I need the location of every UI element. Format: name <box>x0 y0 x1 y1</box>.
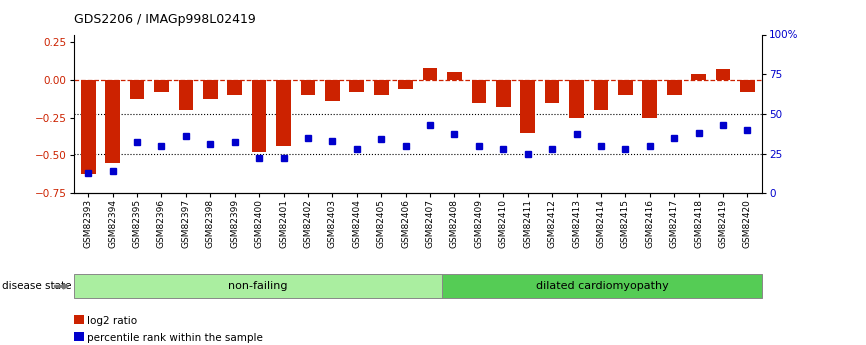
Bar <box>154 80 169 92</box>
Text: percentile rank within the sample: percentile rank within the sample <box>87 333 263 343</box>
Bar <box>618 80 633 95</box>
Bar <box>81 80 95 174</box>
Text: dilated cardiomyopathy: dilated cardiomyopathy <box>536 282 669 291</box>
Bar <box>667 80 682 95</box>
Text: non-failing: non-failing <box>229 282 288 291</box>
Bar <box>520 80 535 133</box>
Bar <box>398 80 413 89</box>
Bar <box>593 80 608 110</box>
Bar <box>106 80 120 163</box>
Bar <box>203 80 217 99</box>
Bar <box>325 80 339 101</box>
Bar <box>374 80 389 95</box>
Bar <box>276 80 291 146</box>
Bar <box>643 80 657 118</box>
Text: log2 ratio: log2 ratio <box>87 316 138 326</box>
Bar <box>496 80 511 107</box>
Bar <box>178 80 193 110</box>
Text: disease state: disease state <box>2 282 71 291</box>
Bar <box>545 80 559 102</box>
Bar <box>423 68 437 80</box>
Bar <box>447 72 462 80</box>
Bar <box>130 80 145 99</box>
Bar <box>472 80 486 102</box>
Bar <box>301 80 315 95</box>
Bar <box>228 80 242 95</box>
Bar <box>569 80 584 118</box>
Bar <box>691 74 706 80</box>
Bar <box>252 80 267 152</box>
Text: GDS2206 / IMAGp998L02419: GDS2206 / IMAGp998L02419 <box>74 13 255 26</box>
Bar <box>350 80 364 92</box>
Bar <box>715 69 730 80</box>
Bar <box>740 80 755 92</box>
